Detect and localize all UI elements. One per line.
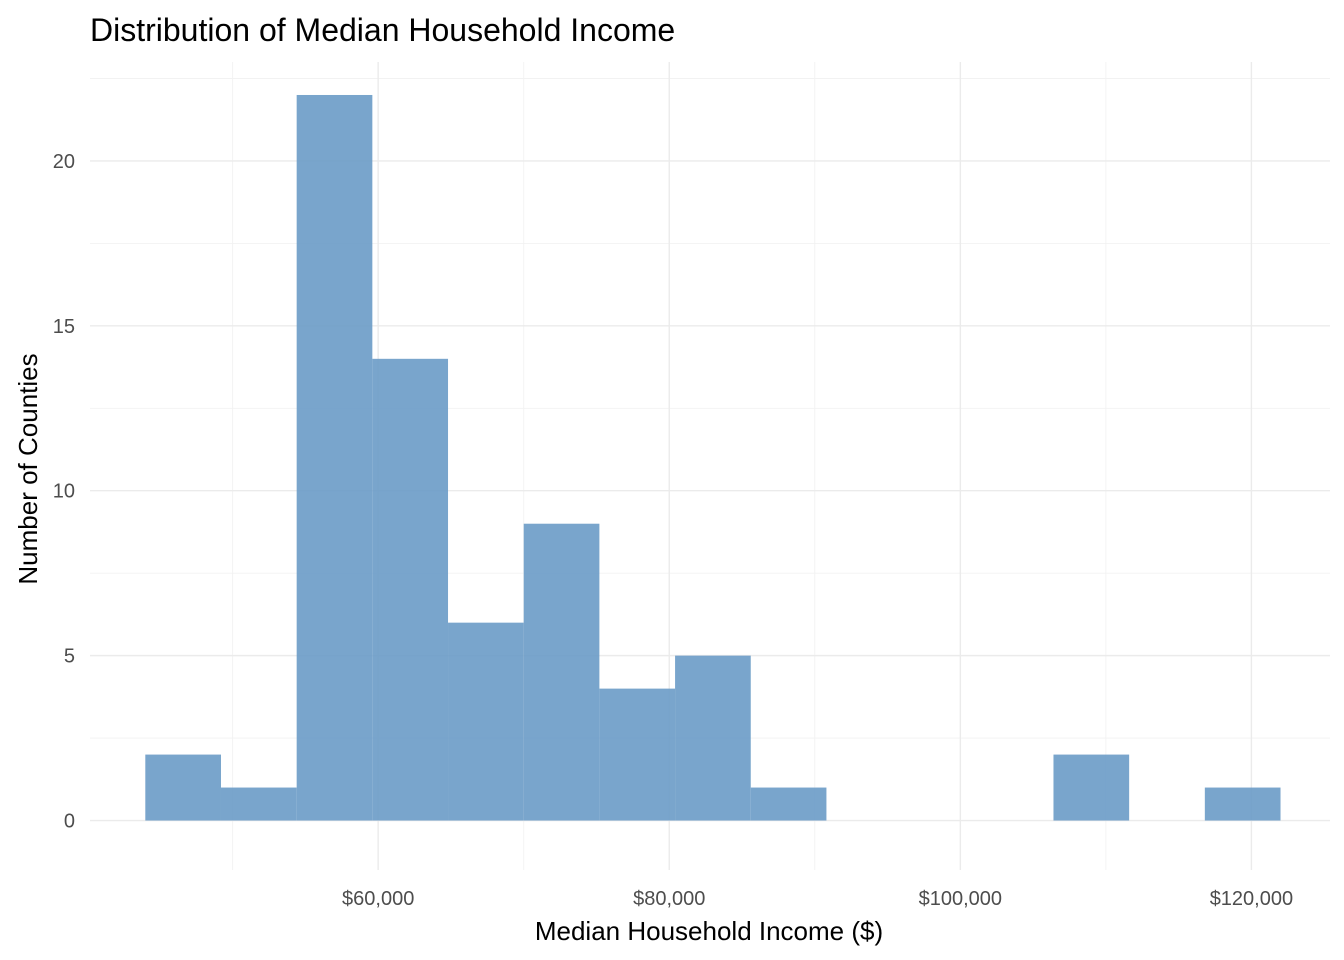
histogram-bar-8 [675,655,751,821]
bars [145,94,1281,821]
x-axis-ticks: $60,000 $80,000 $100,000 $120,000 [342,888,1293,910]
histogram-bar-1 [145,754,221,821]
y-axis-ticks: 0 5 10 15 20 [53,151,75,833]
x-tick-label: $120,000 [1210,888,1293,910]
histogram-bar-5 [448,622,524,821]
y-tick-label: 20 [53,151,75,173]
y-tick-label: 0 [64,811,75,833]
x-tick-label: $80,000 [633,888,705,910]
histogram-bar-10 [1053,754,1130,821]
y-axis-title: Number of Counties [13,353,43,584]
chart-title: Distribution of Median Household Income [90,12,675,48]
y-tick-label: 15 [53,316,75,338]
histogram-bar-4 [372,358,449,821]
histogram-bar-11 [1204,787,1281,821]
histogram-bar-9 [750,787,827,821]
histogram-bar-7 [599,688,676,821]
histogram-bar-6 [523,523,600,821]
x-tick-label: $60,000 [342,888,414,910]
histogram-bar-2 [220,787,297,821]
x-tick-label: $100,000 [919,888,1002,910]
histogram-bar-3 [296,94,373,821]
y-tick-label: 10 [53,481,75,503]
y-tick-label: 5 [64,646,75,668]
x-axis-title: Median Household Income ($) [535,916,883,946]
